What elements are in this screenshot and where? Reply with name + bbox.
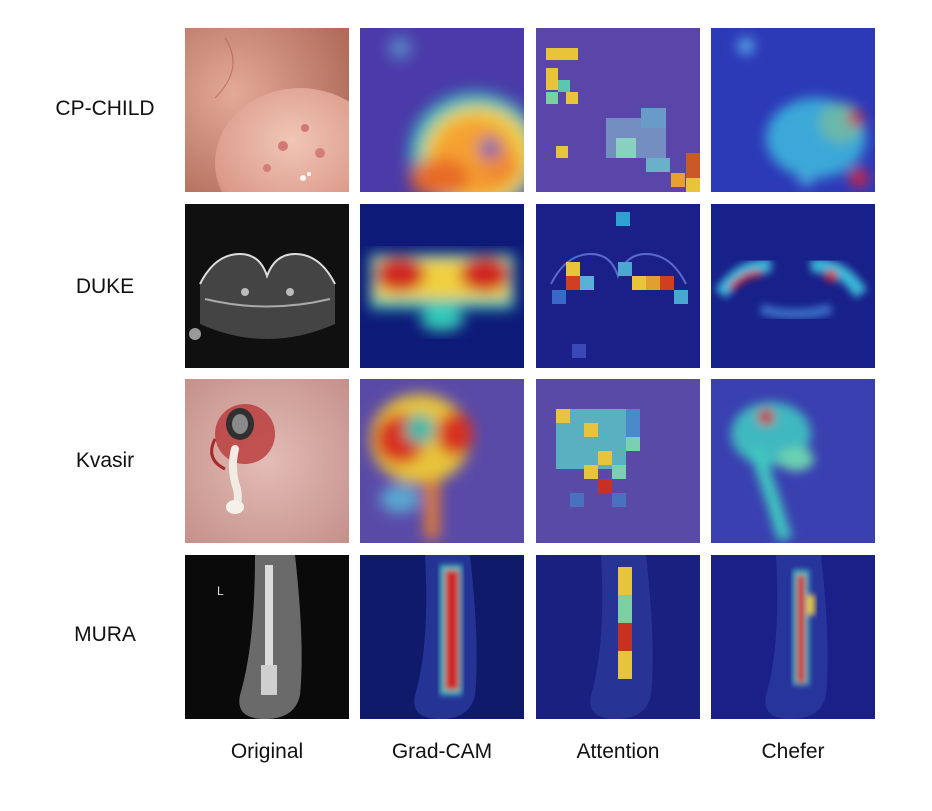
- mura-attention-heatmap: [536, 555, 700, 719]
- column-label-attention: Attention: [576, 740, 660, 763]
- column-label-grad-cam: Grad-CAM: [391, 740, 493, 763]
- column-label-chefer: Chefer: [761, 740, 825, 763]
- svg-text:L: L: [217, 584, 224, 598]
- row-label-kvasir: Kvasir: [75, 449, 135, 472]
- duke-grad-cam-heatmap: [360, 204, 524, 368]
- mura-chefer-heatmap: [711, 555, 875, 719]
- row-label-mura: MURA: [74, 623, 136, 646]
- mura-grad-cam-heatmap: [360, 555, 524, 719]
- kvasir-original-image: [185, 379, 349, 543]
- duke-chefer-heatmap: [711, 204, 875, 368]
- kvasir-chefer-heatmap: [711, 379, 875, 543]
- duke-original-image: [185, 204, 349, 368]
- cp-child-chefer-heatmap: [711, 28, 875, 192]
- row-label-duke: DUKE: [75, 275, 135, 298]
- kvasir-grad-cam-heatmap: [360, 379, 524, 543]
- cp-child-original-image: [185, 28, 349, 192]
- cp-child-grad-cam-heatmap: [360, 28, 524, 192]
- cp-child-attention-heatmap: [536, 28, 700, 192]
- column-label-original: Original: [230, 740, 304, 763]
- kvasir-attention-heatmap: [536, 379, 700, 543]
- mura-original-image: L: [185, 555, 349, 719]
- row-label-cp-child: CP-CHILD: [55, 97, 155, 120]
- duke-attention-heatmap: [536, 204, 700, 368]
